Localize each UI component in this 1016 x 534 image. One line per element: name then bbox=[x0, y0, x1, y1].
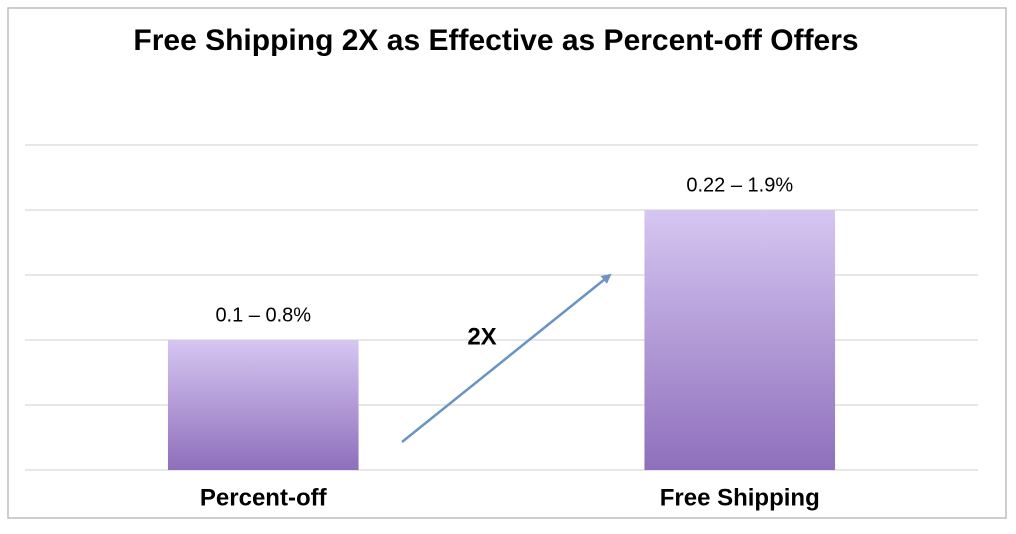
chart-title: Free Shipping 2X as Effective as Percent… bbox=[133, 24, 858, 57]
x-tick-label: Free Shipping bbox=[660, 484, 820, 511]
bar-label: 0.1 – 0.8% bbox=[215, 304, 311, 326]
bar-label: 0.22 – 1.9% bbox=[686, 174, 793, 196]
arrow bbox=[401, 273, 612, 443]
bar bbox=[644, 210, 836, 470]
chart-frame bbox=[7, 7, 1007, 519]
x-tick-label: Percent-off bbox=[200, 484, 328, 511]
annotation: 2X bbox=[467, 323, 496, 350]
bar bbox=[167, 340, 359, 470]
